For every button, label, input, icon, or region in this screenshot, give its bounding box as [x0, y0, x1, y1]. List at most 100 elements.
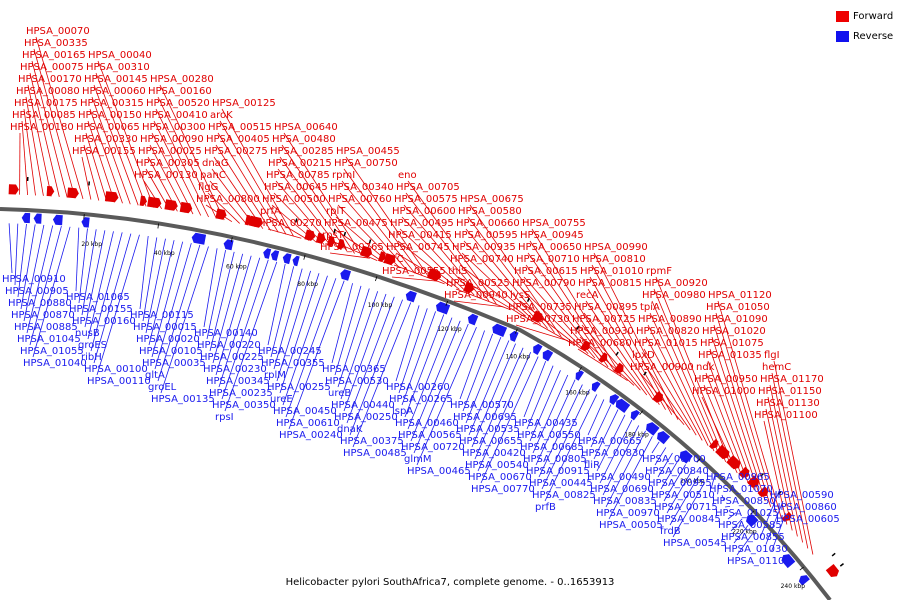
- gene-arrow: [757, 486, 769, 497]
- scale-tick-label: 220 kbp: [732, 529, 757, 536]
- gene-label: HPSA_00480: [272, 134, 336, 145]
- leader-line: [532, 374, 569, 454]
- gene-label: HPSA_00310: [86, 62, 150, 73]
- gene-arrow: [679, 450, 693, 464]
- leader-line: [331, 283, 353, 364]
- leader-line: [583, 312, 648, 396]
- gene-arrow: [652, 391, 663, 403]
- gene-label: HPSA_00800: [196, 194, 260, 205]
- leader-line: [203, 248, 218, 328]
- gene-label: HPSA_00920: [644, 278, 708, 289]
- gene-label: HPSA_00105: [139, 346, 203, 357]
- gene-label: HPSA_01030: [724, 544, 788, 555]
- gene-label: HPSA_00340: [330, 182, 394, 193]
- leader-line: [529, 240, 615, 372]
- gene-label: HPSA_00165: [22, 50, 86, 61]
- gene-label: HPSA_00680: [568, 338, 632, 349]
- gene-arrow: [463, 281, 474, 294]
- leader-line: [541, 389, 590, 490]
- gene-label: HPSA_00160: [72, 316, 136, 327]
- gene-label: HPSA_00690: [590, 484, 654, 495]
- gene-label: HPSA_00465: [407, 466, 471, 477]
- gene-label: HPSA_00900: [630, 362, 694, 373]
- leader-line: [219, 120, 287, 235]
- scale-tick: [83, 214, 85, 220]
- leader-line: [273, 268, 303, 370]
- gene-label: HPSA_00265: [389, 394, 453, 405]
- gene-label: HPSA_00815: [578, 278, 642, 289]
- leader-line: [151, 132, 194, 215]
- legend-label: Reverse: [853, 30, 894, 42]
- scale-tick: [157, 223, 159, 229]
- leader-line: [33, 48, 76, 199]
- gene-labels: HPSA_00180HPSA_00085HPSA_00175HPSA_00080…: [2, 26, 840, 567]
- leader-line: [395, 252, 453, 287]
- legend-swatch: [836, 10, 849, 22]
- gene-arrow: [21, 212, 31, 224]
- gene-label: HPSA_01040: [23, 358, 87, 369]
- scale-tick-label: 160 kbp: [565, 389, 590, 396]
- leader-line: [267, 264, 286, 346]
- leader-line: [526, 365, 554, 430]
- gene-arrow: [746, 514, 759, 527]
- gene-arrow: [360, 245, 373, 258]
- leader-line: [340, 291, 379, 400]
- gene-label: lpxD: [632, 350, 655, 361]
- gene-arrow: [270, 250, 280, 261]
- gene-label: HPSA_01170: [760, 374, 824, 385]
- leader-line: [653, 288, 727, 463]
- gene-arrow: [405, 290, 417, 303]
- gene-label: HPSA_00575: [394, 194, 458, 205]
- gene-label: HPSA_00945: [520, 230, 584, 241]
- gene-label: HPSA_01015: [634, 338, 698, 349]
- legend: Forward Reverse: [836, 6, 893, 46]
- leader-line: [459, 330, 485, 400]
- gene-label: HPSA_00235: [209, 388, 273, 399]
- gene-label: ureB: [328, 388, 351, 399]
- gene-label: HPSA_00245: [258, 346, 322, 357]
- gene-label: HPSA_00640: [274, 122, 338, 133]
- gene-label: HPSA_00015: [133, 322, 197, 333]
- leader-line: [397, 240, 460, 290]
- rna-marker: [643, 371, 647, 376]
- gene-label: HPSA_00540: [465, 460, 529, 471]
- gene-label: HPSA_00155: [72, 146, 136, 157]
- leader-line: [519, 300, 582, 350]
- leader-line: [477, 352, 532, 472]
- scale-tick-label: 20 kbp: [81, 241, 102, 248]
- scale-tick: [230, 237, 233, 243]
- gene-label: HPSA_00785: [266, 170, 330, 181]
- gene-label: HPSA_00720: [401, 442, 465, 453]
- gene-arrow: [798, 575, 810, 586]
- leader-line: [89, 108, 123, 204]
- gene-label: eno: [398, 170, 417, 181]
- scale-tick-label: 80 kbp: [297, 281, 318, 288]
- gene-label: HPSA_00595: [454, 230, 518, 241]
- leader-line: [154, 243, 192, 370]
- leader-line: [209, 180, 248, 226]
- gene-label: rplT: [326, 206, 346, 217]
- leader-line: [149, 144, 186, 213]
- gene-label: HPSA_00770: [471, 484, 535, 495]
- gene-label: HPSA_00445: [529, 478, 593, 489]
- leader-line: [399, 228, 468, 293]
- leader-line: [717, 300, 782, 519]
- gene-arrow: [282, 253, 292, 265]
- gene-arrow: [781, 511, 792, 522]
- gene-arrow: [531, 310, 543, 323]
- leader-line: [285, 278, 337, 418]
- leader-line: [577, 348, 628, 382]
- gene-arrow: [223, 239, 234, 251]
- leader-line: [527, 252, 609, 368]
- gene-arrow: [509, 330, 519, 342]
- rna-marker: [368, 239, 372, 244]
- rna-marker: [831, 552, 836, 557]
- gene-label: HPSA_00745: [386, 242, 450, 253]
- leader-line: [727, 512, 737, 520]
- gene-label: HPSA_00860: [773, 502, 837, 513]
- genome-backbone: [0, 207, 832, 600]
- gene-label: HPSA_01055: [20, 346, 84, 357]
- gene-label: fliR: [584, 460, 600, 471]
- gene-label: HPSA_00570: [450, 400, 514, 411]
- gene-label: recA: [576, 290, 599, 301]
